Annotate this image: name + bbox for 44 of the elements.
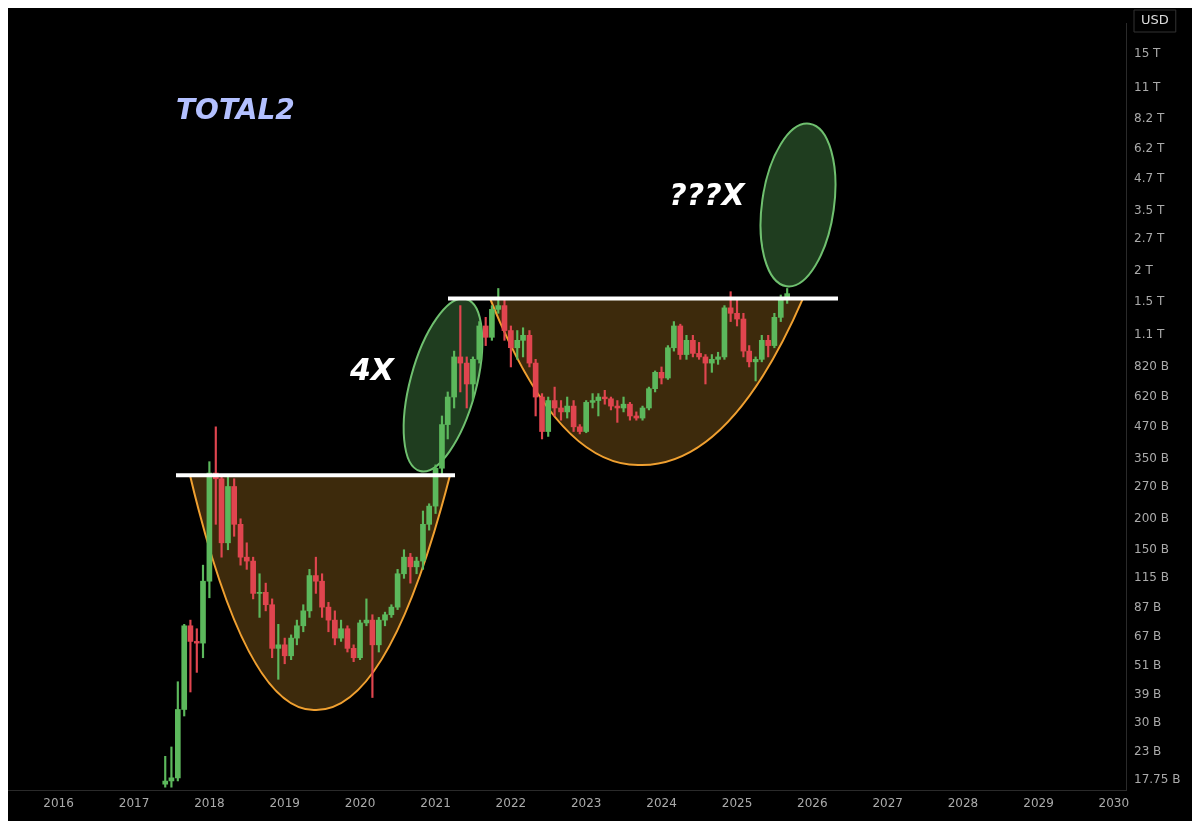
y-tick-label: 6.2 T [1134,141,1165,156]
y-tick-label: 200 B [1134,510,1169,525]
annotation: ???X [669,176,747,212]
x-tick-label: 2025 [721,795,753,810]
y-tick-label: 2.7 T [1134,230,1165,245]
y-tick-label: 87 B [1134,600,1162,615]
y-tick-label: 620 B [1134,389,1169,404]
y-tick-label: 17.75 B [1134,771,1181,786]
y-tick-label: 8.2 T [1134,111,1165,126]
x-tick-label: 2027 [872,795,903,810]
y-tick-label: 67 B [1134,628,1162,643]
x-tick-label: 2020 [344,795,376,810]
y-tick-label: 23 B [1134,743,1162,758]
y-tick-label: 4.7 T [1134,171,1165,186]
x-tick-label: 2028 [947,795,979,810]
x-tick-label: 2029 [1023,795,1054,810]
x-tick-label: 2026 [797,795,828,810]
x-tick-label: 2030 [1098,795,1130,810]
y-tick-label: 39 B [1134,686,1162,701]
x-tick-label: 2017 [118,795,150,810]
y-tick-label: 30 B [1134,715,1162,730]
x-tick-label: 2022 [495,795,527,810]
y-tick-label: 1.5 T [1134,294,1165,309]
annotation: 4X [348,351,396,387]
x-tick-label: 2023 [570,795,602,810]
x-tick-label: 2018 [194,795,225,810]
y-tick-label: 150 B [1134,541,1169,556]
y-tick-label: 350 B [1134,450,1169,465]
y-tick-label: 115 B [1134,570,1169,585]
y-tick-label: 51 B [1134,657,1162,672]
y-tick-label: 270 B [1134,478,1169,493]
y-tick-label: 470 B [1134,418,1169,433]
y-tick-label: 2 T [1134,263,1154,278]
x-tick-label: 2016 [43,795,74,810]
x-tick-label: 2024 [646,795,677,810]
y-tick-label: 820 B [1134,359,1169,374]
y-axis-title: USD [1141,12,1169,28]
x-tick-label: 2021 [420,795,451,810]
y-tick-label: 15 T [1134,46,1162,61]
text: TOTAL2 [176,93,295,127]
x-tick-label: 2019 [269,795,300,810]
y-tick-label: 3.5 T [1134,202,1165,217]
y-tick-label: 11 T [1134,79,1162,94]
y-tick-label: 1.1 T [1134,327,1165,342]
